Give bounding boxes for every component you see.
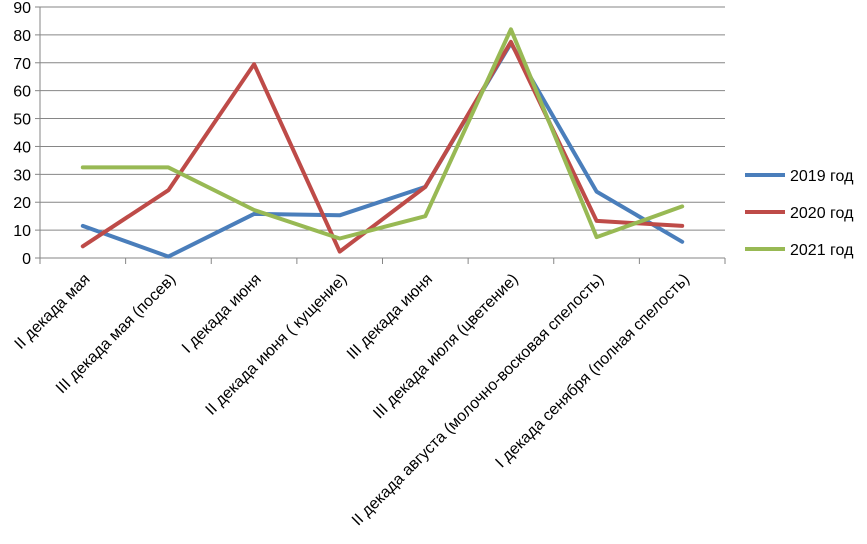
x-tick-label: III декада июля (цветение) — [370, 271, 521, 422]
data-point — [167, 166, 169, 168]
data-point — [82, 166, 84, 168]
data-point — [339, 214, 341, 216]
data-point — [82, 245, 84, 247]
x-axis — [39, 7, 726, 264]
series-lines — [80, 27, 685, 259]
series-line-2021-год — [80, 27, 685, 241]
data-point — [339, 237, 341, 239]
data-point — [253, 213, 255, 215]
data-point — [167, 256, 169, 258]
data-point — [681, 205, 683, 207]
y-tick-label: 30 — [13, 167, 31, 184]
data-point — [167, 189, 169, 191]
legend-label: 2020 год — [790, 205, 854, 222]
y-axis-ticks: 0 10 20 30 40 50 60 70 80 90 — [13, 0, 40, 268]
y-tick-label: 50 — [13, 112, 31, 129]
data-point — [253, 209, 255, 211]
y-tick-label: 40 — [13, 139, 31, 156]
x-tick-label: II декада июня ( кущение) — [203, 271, 351, 419]
data-point — [681, 241, 683, 243]
legend-label: 2019 год — [790, 168, 854, 185]
data-point — [681, 225, 683, 227]
data-point — [510, 41, 512, 43]
x-tick-label: I декада сенября (полная спелость) — [492, 271, 693, 472]
y-tick-label: 60 — [13, 84, 31, 101]
data-point — [596, 191, 598, 193]
x-tick-label: II декада мая — [12, 271, 94, 353]
y-tick-label: 80 — [13, 28, 31, 45]
data-point — [424, 215, 426, 217]
gridlines — [40, 6, 725, 231]
y-tick-label: 0 — [22, 251, 31, 268]
series-line-2019-год — [80, 41, 685, 259]
data-point — [82, 225, 84, 227]
y-tick-label: 10 — [13, 223, 31, 240]
data-point — [424, 186, 426, 188]
data-point — [596, 220, 598, 222]
legend-label: 2021 год — [790, 242, 854, 259]
data-point — [510, 28, 512, 30]
legend: 2019 год 2020 год 2021 год — [745, 168, 854, 259]
x-tick-label: I декада июня — [179, 271, 265, 357]
y-tick-label: 20 — [13, 195, 31, 212]
data-point — [596, 236, 598, 238]
x-tick-label: III декада июня — [344, 271, 436, 363]
data-point — [339, 251, 341, 253]
y-tick-label: 70 — [13, 56, 31, 73]
series-line-2020-год — [80, 39, 685, 254]
y-tick-label: 90 — [13, 0, 31, 17]
data-point — [253, 63, 255, 65]
